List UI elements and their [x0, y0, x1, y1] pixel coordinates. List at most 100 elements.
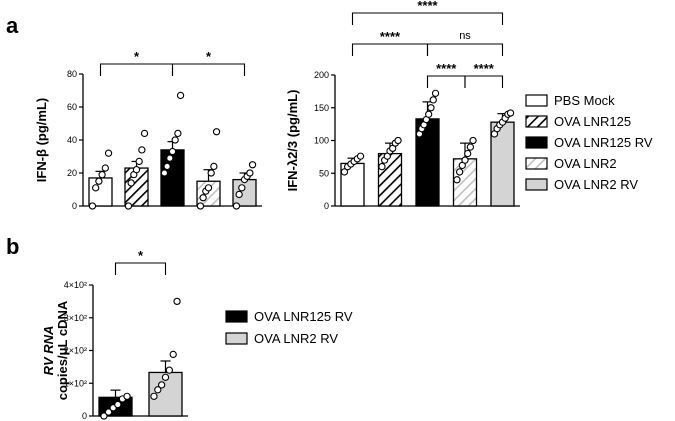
data-point	[340, 168, 349, 176]
legend-a-item-label: OVA LNR125 RV	[554, 135, 653, 150]
legend-a-item-label: OVA LNR2 RV	[554, 177, 638, 192]
data-point	[92, 184, 100, 192]
y-tick-label: 40	[67, 135, 77, 145]
data-point	[248, 161, 257, 169]
y-tick-label: 0	[324, 201, 329, 211]
data-point	[210, 162, 218, 171]
data-point	[95, 177, 103, 185]
significance-bracket	[426, 43, 504, 56]
data-point	[238, 184, 246, 192]
data-point	[160, 169, 169, 177]
legend-a-item-swatch	[525, 178, 548, 191]
y-tick-label: 50	[319, 168, 329, 178]
y-tick-label: 150	[314, 103, 329, 113]
y-tick-label: 60	[67, 102, 77, 112]
data-point	[506, 109, 515, 117]
data-point	[168, 147, 177, 156]
y-axis-label: IFN-β (pg/mL)	[34, 98, 49, 182]
significance-bracket	[464, 75, 504, 88]
significance-bracket	[351, 43, 429, 56]
data-point	[199, 194, 207, 202]
data-point	[176, 91, 185, 100]
data-point	[98, 170, 106, 179]
data-point	[165, 366, 173, 374]
data-point	[163, 162, 171, 171]
chart-ifn-beta: 0 20 40 60 80 IFN-β (pg/mL) * *	[34, 49, 262, 211]
data-point	[427, 104, 435, 112]
y-tick-label: 20	[67, 168, 77, 178]
significance-bracket	[114, 262, 167, 275]
significance-label: ****	[380, 29, 401, 44]
data-point	[378, 163, 386, 171]
significance-bracket	[426, 75, 466, 88]
y-tick-label: 80	[67, 69, 77, 79]
data-point	[196, 202, 205, 210]
y-tick-label: 1×10²	[64, 378, 87, 388]
data-point	[166, 154, 174, 162]
data-point	[235, 190, 243, 199]
data-point	[127, 179, 135, 187]
legend-b-item-label: OVA LNR125 RV	[254, 309, 353, 324]
y-axis-label: IFN-λ2/3 (pg/mL)	[285, 90, 300, 192]
legend-a-item-label: OVA LNR2	[554, 156, 617, 171]
legend-a-item-label: OVA LNR125	[554, 114, 631, 129]
chart-ifn-lambda: 0 50 100 150 200 IFN-λ2/3 (pg/mL) **** **** ****…	[285, 0, 520, 211]
legend-a-item-swatch	[525, 94, 548, 107]
data-point	[101, 164, 109, 172]
legend-panel-a: PBS Mock OVA LNR125 OVA LNR125 RV OVA LNR2 O…	[525, 93, 653, 192]
data-point	[453, 176, 461, 184]
data-point	[140, 129, 149, 138]
significance-label: *	[206, 49, 212, 64]
significance-label: ns	[459, 30, 471, 42]
data-point	[100, 412, 108, 420]
significance-bracket	[99, 63, 174, 76]
data-point	[138, 146, 146, 154]
data-point	[455, 168, 464, 176]
legend-b-item-swatch	[225, 332, 248, 345]
data-point	[464, 149, 472, 158]
data-point	[431, 89, 440, 97]
y-tick-label: 0	[72, 201, 77, 211]
data-point	[114, 400, 122, 409]
data-point	[150, 392, 158, 400]
data-point	[461, 156, 469, 164]
legend-a-item-swatch	[525, 115, 548, 128]
data-point	[124, 202, 133, 210]
data-point	[174, 129, 182, 138]
data-point	[204, 184, 213, 192]
y-tick-label: 3×10²	[64, 313, 87, 323]
data-point	[212, 128, 221, 136]
data-point	[469, 136, 477, 145]
data-point	[161, 373, 170, 382]
significance-label: ****	[474, 61, 495, 76]
data-point	[356, 152, 365, 160]
data-point	[173, 297, 181, 306]
y-axis-label-line2: copies/μL cDNA	[55, 300, 70, 400]
legend-b-item-label: OVA LNR2 RV	[254, 331, 338, 346]
y-tick-label: 2×10²	[64, 346, 87, 356]
data-point	[207, 169, 215, 177]
y-tick-label: 0	[82, 411, 87, 421]
significance-bracket	[171, 63, 246, 76]
significance-label: ****	[417, 0, 438, 13]
data-point	[394, 136, 402, 145]
data-point	[123, 392, 131, 400]
panel-label-b: b	[6, 234, 19, 259]
legend-b-item-swatch	[225, 310, 248, 323]
significance-label: *	[134, 49, 140, 64]
legend-a-item-swatch	[525, 136, 548, 149]
legend-a-item-swatch	[525, 157, 548, 170]
significance-label: ****	[436, 61, 457, 76]
significance-bracket	[351, 12, 504, 25]
data-point	[154, 386, 162, 394]
significance-label: *	[138, 248, 144, 263]
data-point	[171, 136, 179, 144]
data-point	[157, 381, 166, 389]
chart-rv-rna: 0 1×10² 2×10² 3×10² 4×10² RV RNA copies/μL cDN…	[41, 248, 188, 421]
data-point	[104, 149, 113, 157]
data-point	[88, 202, 97, 210]
legend-panel-b: OVA LNR125 RV OVA LNR2 RV	[225, 309, 353, 346]
data-point	[132, 166, 141, 174]
data-point	[135, 157, 143, 166]
